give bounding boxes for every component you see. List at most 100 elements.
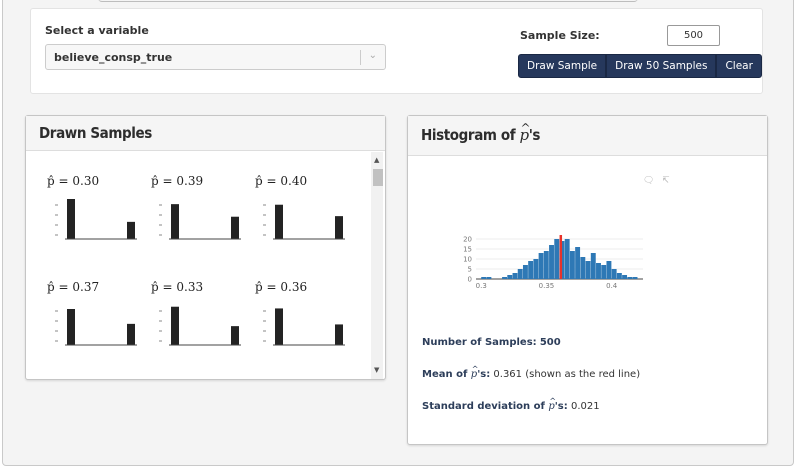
histogram-bar (590, 253, 596, 279)
variable-label: Select a variable (45, 24, 149, 37)
histogram-bar (622, 275, 628, 279)
histogram-bar (502, 277, 508, 279)
p-hat-symbol: p (548, 397, 556, 412)
sample-p-hat-label: p̂ = 0.39 (151, 174, 204, 188)
sample-bar-chart (159, 204, 241, 240)
sample-bar-chart (159, 306, 241, 346)
y-tick-label: 10 (463, 256, 472, 264)
histogram-bar (606, 261, 612, 279)
comment-icon[interactable]: 🗨 (643, 176, 655, 186)
histogram-bar (554, 239, 560, 279)
histogram-bar (486, 277, 492, 279)
mean-text: Mean of p's: 0.361 (shown as the red lin… (422, 365, 641, 380)
pin-icon[interactable]: ↸ (662, 176, 670, 186)
sd-label: Standard deviation of (422, 401, 549, 412)
histogram-title-suffix: 's (528, 126, 541, 144)
histogram-y-ticks: 0 5 10 15 20 (463, 236, 472, 284)
sample-bar-no (171, 204, 179, 239)
draw-button-group: Draw Sample Draw 50 Samples Clear (518, 54, 762, 78)
variable-select-value: believe_consp_true (54, 51, 173, 64)
variable-select[interactable]: believe_consp_true ⌄ (45, 44, 386, 70)
sample-bar-chart (263, 204, 345, 240)
sample-card: p̂ = 0.40 (255, 174, 350, 254)
sample-bar-no (275, 308, 283, 345)
clear-button[interactable]: Clear (716, 54, 762, 78)
histogram-bar (585, 261, 591, 279)
histogram-bar (507, 275, 513, 279)
sample-bar-chart (55, 199, 137, 240)
sample-bar-yes (335, 216, 343, 239)
y-tick-label: 0 (468, 276, 472, 284)
sd-label-suffix: 's: (554, 401, 568, 412)
sample-card: p̂ = 0.37 (47, 280, 142, 360)
draw-50-samples-button[interactable]: Draw 50 Samples (606, 54, 717, 78)
x-tick-label: 0.4 (606, 282, 618, 290)
sample-card: p̂ = 0.39 (151, 174, 246, 254)
histogram-bar (538, 253, 544, 279)
number-of-samples-value: 500 (539, 337, 561, 348)
histogram-chart: 0 5 10 15 20 0.3 0.35 0.4 (463, 235, 643, 290)
control-panel: Select a variable believe_consp_true ⌄ S… (30, 8, 763, 94)
sample-bar-chart (55, 309, 137, 346)
mean-label-suffix: 's: (477, 369, 491, 380)
histogram-bar (517, 269, 523, 279)
x-tick-label: 0.35 (539, 282, 555, 290)
sample-p-hat-label: p̂ = 0.33 (151, 280, 204, 294)
sample-bar-no (67, 199, 75, 239)
draw-sample-button[interactable]: Draw Sample (518, 54, 607, 78)
sample-p-hat-label: p̂ = 0.40 (255, 174, 308, 188)
sample-card: p̂ = 0.33 (151, 280, 246, 360)
sd-text: Standard deviation of p's: 0.021 (422, 397, 600, 412)
sample-bar-no (67, 309, 75, 345)
sample-card: p̂ = 0.30 (47, 174, 142, 254)
histogram-bar (564, 239, 570, 279)
histogram-bar (611, 269, 617, 279)
histogram-bar (533, 259, 539, 279)
histogram-bar (569, 251, 575, 279)
histogram-bar (528, 261, 534, 279)
p-hat-symbol: p (471, 365, 479, 380)
histogram-bar (616, 273, 622, 279)
top-tab-strip (98, 0, 638, 2)
histogram-bar (596, 263, 601, 279)
y-tick-label: 15 (463, 246, 472, 254)
histogram-bar (601, 265, 607, 279)
histogram-bar (575, 247, 581, 279)
histogram-title-text: Histogram of (421, 126, 520, 144)
chevron-down-icon[interactable]: ⌄ (368, 50, 377, 61)
histogram-x-ticks: 0.3 0.35 0.4 (476, 282, 618, 290)
histogram-bar (522, 265, 528, 279)
p-hat-symbol: p (520, 121, 531, 144)
sample-bar-no (275, 204, 283, 239)
sample-bar-no (171, 306, 179, 345)
scroll-up-icon[interactable]: ▲ (374, 156, 380, 164)
histogram-bars (481, 239, 638, 279)
number-of-samples-label: Number of Samples: (422, 337, 537, 348)
x-tick-label: 0.3 (476, 282, 487, 290)
drawn-samples-panel: Drawn Samples p̂ = 0.30 p̂ = 0.39 p̂ = 0.4… (25, 115, 386, 380)
sample-bar-yes (231, 326, 239, 345)
mean-value: 0.361 (shown as the red line) (493, 369, 641, 380)
histogram-bar (543, 251, 549, 279)
sample-size-label: Sample Size: (520, 29, 600, 42)
sample-bar-yes (231, 216, 239, 239)
scroll-thumb[interactable] (373, 169, 383, 186)
drawn-samples-title: Drawn Samples (39, 124, 152, 142)
samples-scrollbar[interactable]: ▲ ▼ (371, 152, 383, 379)
sample-p-hat-label: p̂ = 0.37 (47, 280, 100, 294)
histogram-bar (512, 273, 518, 279)
sample-bar-yes (335, 324, 343, 345)
sample-bar-chart (263, 308, 345, 346)
sample-p-hat-label: p̂ = 0.30 (47, 174, 100, 188)
y-tick-label: 5 (468, 266, 472, 274)
sd-value: 0.021 (570, 401, 600, 412)
y-tick-label: 20 (463, 236, 472, 244)
histogram-bar (632, 277, 638, 279)
scroll-down-icon[interactable]: ▼ (374, 366, 380, 374)
histogram-bar (481, 277, 487, 279)
drawn-samples-list[interactable]: p̂ = 0.30 p̂ = 0.39 p̂ = 0.40 p̂ = 0.37 p̂ =… (27, 152, 382, 379)
histogram-bar (627, 277, 633, 279)
sample-p-hat-label: p̂ = 0.36 (255, 280, 308, 294)
histogram-bar (549, 245, 554, 279)
sample-size-input[interactable] (667, 25, 720, 46)
